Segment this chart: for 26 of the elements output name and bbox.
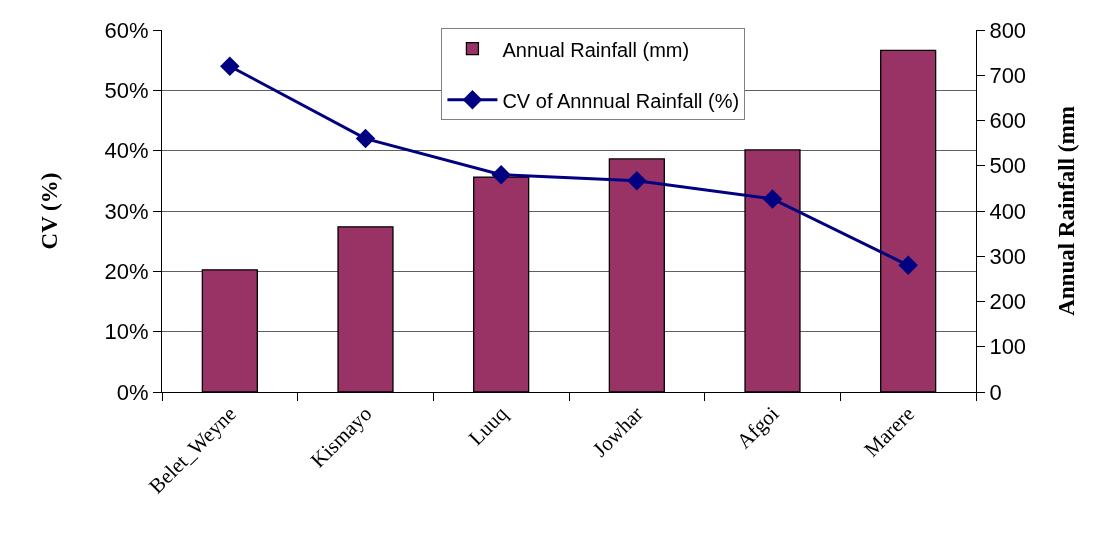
y2-tick-label: 0: [989, 379, 1002, 405]
y-tick-label: 10%: [104, 319, 149, 345]
y2-tick-label: 600: [989, 108, 1027, 134]
point: [762, 189, 783, 209]
point: [220, 56, 240, 76]
y2-tick-label: 200: [989, 289, 1027, 315]
y2-axis-title: Annual Rainfall (mm: [1053, 106, 1079, 316]
point: [627, 171, 647, 191]
point: [491, 165, 511, 185]
y-tick-label: 30%: [104, 198, 149, 224]
y2-tick-label: 800: [989, 17, 1027, 43]
y-tick-label: 60%: [104, 17, 149, 43]
y2-tick-label: 400: [989, 198, 1027, 224]
y-tick-label: 40%: [104, 138, 149, 164]
y2-tick-label: 300: [989, 243, 1027, 269]
y-axis-title: CV (%): [37, 172, 62, 250]
point: [898, 255, 918, 276]
y-tick-label: 0%: [116, 379, 149, 405]
point: [355, 128, 376, 149]
y2-tick-label: 700: [989, 62, 1027, 88]
legend-label: Annual Rainfall (mm): [502, 38, 690, 61]
y-tick-label: 50%: [104, 78, 149, 104]
y-tick-label: 20%: [104, 259, 149, 285]
y2-tick-label: 500: [989, 153, 1027, 179]
legend-label: CV of Annnual Rainfall (%): [502, 89, 740, 112]
y2-tick-label: 100: [989, 334, 1027, 360]
